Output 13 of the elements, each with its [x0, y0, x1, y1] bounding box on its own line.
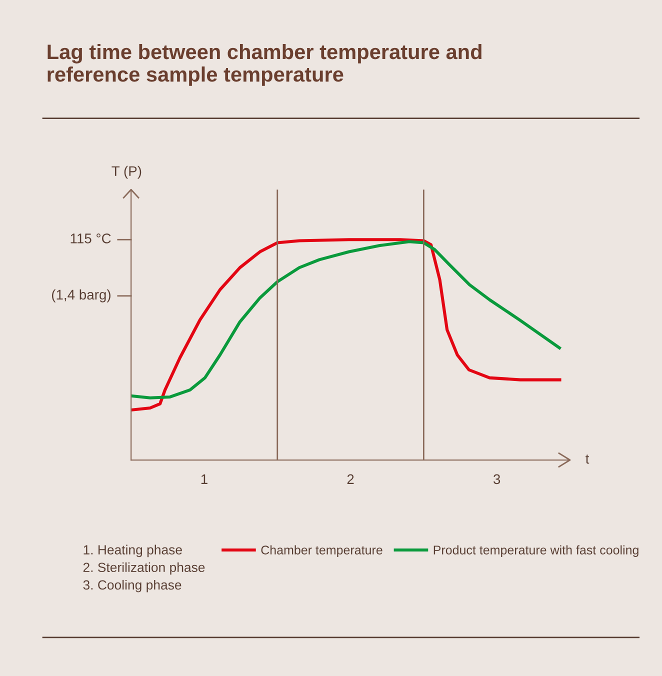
- y-axis-title: T (P): [112, 166, 142, 179]
- x-tick-label: 1: [201, 474, 208, 484]
- x-tick-label: 3: [494, 474, 500, 484]
- legend-label: Chamber temperature: [261, 545, 382, 557]
- text: 115 °C: [70, 234, 111, 244]
- text: (1,4 barg): [52, 289, 110, 302]
- x-tick-label: 2: [347, 474, 354, 484]
- text: 2. Sterilization phase: [83, 562, 205, 575]
- legend-label: Product temperature with fast cooling: [434, 545, 638, 557]
- text: 3. Cooling phase: [83, 580, 182, 592]
- text: 1. Heating phase: [84, 544, 182, 558]
- x-axis-title: t: [586, 454, 590, 464]
- chart-title: Lag time between chamber temperature and reference sample temperature: [48, 44, 482, 86]
